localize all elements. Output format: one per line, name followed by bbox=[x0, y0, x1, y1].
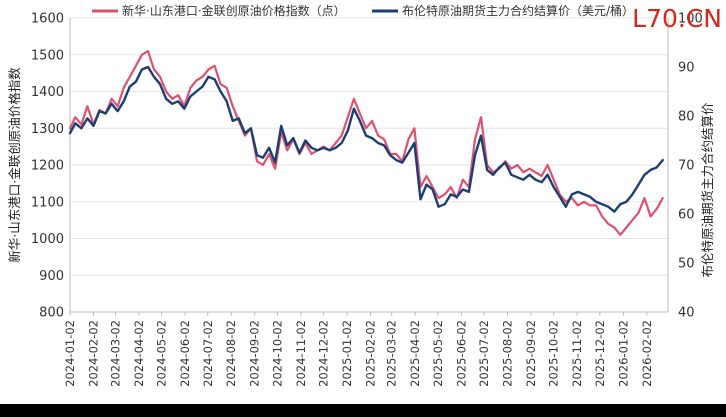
x-tick-label: 2025-12-02 bbox=[593, 320, 607, 387]
right-tick-label: 90 bbox=[678, 61, 695, 76]
right-tick-label: 60 bbox=[678, 208, 695, 223]
x-tick-label: 2024-04-02 bbox=[132, 320, 146, 387]
left-axis-title: 新华·山东港口·金联创原油价格指数 bbox=[7, 67, 22, 263]
right-tick-label: 50 bbox=[678, 257, 695, 272]
right-axis-ticks: 40 50 60 70 80 90 100 bbox=[678, 12, 703, 321]
x-tick-label: 2025-10-02 bbox=[547, 320, 561, 387]
x-tick-label: 2024-10-02 bbox=[270, 320, 284, 387]
series-line-brent bbox=[68, 65, 664, 213]
x-tick-label: 2026-02-02 bbox=[640, 320, 654, 387]
x-tick-label: 2024-02-02 bbox=[86, 320, 100, 387]
x-tick-label: 2025-08-02 bbox=[501, 320, 515, 387]
x-tick-label: 2024-09-02 bbox=[248, 320, 262, 387]
x-tick-label: 2025-01-02 bbox=[340, 320, 354, 387]
right-tick-label: 80 bbox=[678, 110, 695, 125]
series-layer bbox=[68, 49, 664, 236]
x-axis-ticks: 2024-01-02 2024-02-02 2024-03-02 2024-04-02… bbox=[63, 312, 654, 387]
x-tick-label: 2025-06-02 bbox=[454, 320, 468, 387]
plot-frame bbox=[69, 18, 669, 313]
x-tick-label: 2024-07-02 bbox=[201, 320, 215, 387]
left-tick-label: 1000 bbox=[31, 232, 64, 247]
watermark: L70.CN bbox=[632, 4, 722, 33]
x-tick-label: 2025-02-02 bbox=[364, 320, 378, 387]
x-tick-label: 2025-05-02 bbox=[431, 320, 445, 387]
footer-bar bbox=[0, 404, 726, 417]
left-tick-label: 900 bbox=[39, 269, 64, 284]
left-tick-label: 1600 bbox=[31, 12, 64, 27]
left-tick-label: 800 bbox=[39, 306, 64, 321]
right-tick-label: 100 bbox=[678, 12, 703, 27]
x-tick-label: 2024-08-02 bbox=[224, 320, 238, 387]
legend: 新华·山东港口·金联创原油价格指数（点） 布伦特原油期货主力合约结算价（美元/桶… bbox=[92, 3, 634, 18]
left-tick-label: 1400 bbox=[31, 85, 64, 100]
left-tick-label: 1200 bbox=[31, 159, 64, 174]
left-tick-label: 1100 bbox=[31, 195, 64, 210]
x-tick-label: 2025-11-02 bbox=[570, 320, 584, 387]
x-tick-label: 2024-05-02 bbox=[155, 320, 169, 387]
legend-label-index: 新华·山东港口·金联创原油价格指数（点） bbox=[122, 3, 346, 18]
left-tick-label: 1300 bbox=[31, 122, 64, 137]
left-tick-label: 1500 bbox=[31, 48, 64, 63]
right-tick-label: 70 bbox=[678, 159, 695, 174]
x-tick-label: 2025-04-02 bbox=[408, 320, 422, 387]
x-tick-label: 2024-11-02 bbox=[294, 320, 308, 387]
legend-label-brent: 布伦特原油期货主力合约结算价（美元/桶） bbox=[402, 3, 634, 18]
x-tick-label: 2025-07-02 bbox=[477, 320, 491, 387]
x-tick-label: 2026-01-02 bbox=[616, 320, 630, 387]
series-line-index bbox=[68, 49, 664, 236]
right-tick-label: 40 bbox=[678, 306, 695, 321]
x-tick-label: 2024-12-02 bbox=[317, 320, 331, 387]
right-axis-title: 布伦特原油期货主力合约结算价 bbox=[700, 102, 715, 278]
x-tick-label: 2025-03-02 bbox=[385, 320, 399, 387]
x-tick-label: 2024-06-02 bbox=[178, 320, 192, 387]
x-tick-label: 2024-03-02 bbox=[108, 320, 122, 387]
left-axis-ticks: 800 900 1000 1100 1200 1300 1400 1500 1600 bbox=[31, 12, 64, 321]
x-tick-label: 2025-09-02 bbox=[524, 320, 538, 387]
x-tick-label: 2024-01-02 bbox=[63, 320, 77, 387]
